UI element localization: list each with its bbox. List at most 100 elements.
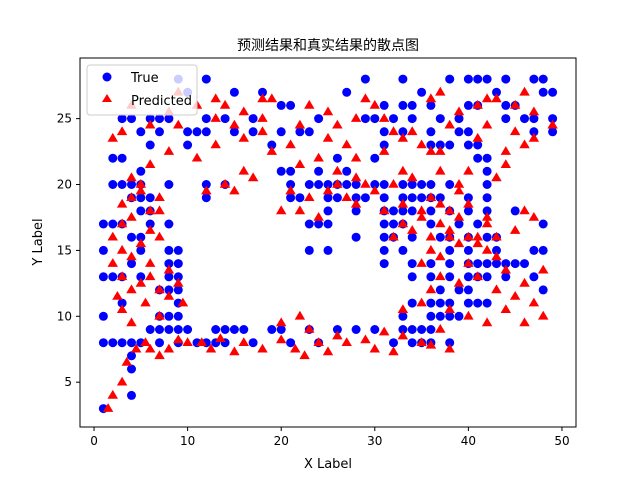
predicted-point [285,185,296,195]
plot-marks [98,74,558,414]
predicted-point [538,310,549,320]
predicted-point [378,326,390,336]
true-point [426,206,436,216]
predicted-point [145,205,156,215]
predicted-point [481,244,493,254]
true-point [370,114,380,124]
predicted-point [397,218,409,228]
predicted-point [425,284,437,294]
true-point [220,325,230,334]
y-axis: 5 10 15 20 25 [57,112,80,389]
predicted-point [285,139,296,149]
predicted-point [294,119,306,129]
true-point [501,114,511,124]
true-point [473,298,483,308]
predicted-point [435,146,446,155]
true-point [173,325,183,334]
predicted-point [154,192,165,201]
true-point [463,298,473,308]
true-point [164,272,174,282]
predicted-point [116,304,128,313]
predicted-point [360,334,371,344]
predicted-point [154,205,165,215]
x-axis-label: X Label [304,457,352,472]
predicted-point [425,146,437,155]
predicted-point [453,212,465,221]
true-point [304,219,314,229]
predicted-point [154,310,165,320]
predicted-point [126,317,137,327]
true-point [164,311,174,321]
predicted-point [416,212,427,221]
true-point [389,219,398,229]
predicted-point [388,179,399,188]
predicted-point [219,99,231,109]
predicted-point [435,86,446,96]
predicted-point [163,146,175,155]
predicted-point [425,192,437,201]
true-point [323,206,333,216]
x-tick-label: 40 [461,434,476,448]
predicted-point [463,310,474,320]
true-point [351,206,361,216]
predicted-point [538,264,549,274]
predicted-point [332,179,343,188]
true-point [127,114,136,124]
predicted-point [491,284,502,294]
predicted-point [116,376,128,386]
true-point [445,272,455,282]
predicted-point [350,198,362,208]
true-point [108,338,118,348]
predicted-point [229,346,240,356]
predicted-point [416,205,427,215]
true-point [529,114,539,124]
true-point [492,245,501,255]
true-point [463,140,473,150]
true-point [454,285,464,295]
true-point [482,206,492,216]
predicted-point [299,350,310,360]
true-point [314,114,324,124]
true-point [173,245,183,255]
predicted-point [322,106,334,116]
true-point [276,325,286,334]
predicted-point [154,350,165,360]
true-point [529,127,539,137]
true-point [454,114,464,124]
true-point [398,100,408,110]
predicted-point [528,132,540,142]
predicted-point [397,198,409,208]
true-point [473,259,483,269]
predicted-point [378,146,390,155]
x-tick-label: 10 [180,434,195,448]
predicted-point [369,343,380,353]
predicted-point [500,146,511,155]
legend-predicted-marker [102,94,112,102]
true-point [314,166,324,176]
true-point [463,206,473,216]
predicted-point [130,343,142,353]
predicted-series [102,86,558,412]
true-point [435,285,445,295]
predicted-point [322,185,334,195]
predicted-point [397,132,409,142]
predicted-point [163,291,175,300]
true-point [445,338,455,348]
predicted-point [177,297,189,307]
true-point [117,114,127,124]
true-point [127,180,136,189]
predicted-point [472,238,483,248]
true-point [482,180,492,189]
true-point [220,114,230,124]
predicted-point [491,251,502,261]
true-point [155,338,164,348]
predicted-point [140,297,151,307]
y-tick-label: 20 [57,178,72,192]
true-point [145,325,155,334]
predicted-point [276,317,287,327]
true-point [454,219,464,229]
true-point [417,180,427,189]
predicted-point [294,205,306,215]
true-point [510,206,520,216]
